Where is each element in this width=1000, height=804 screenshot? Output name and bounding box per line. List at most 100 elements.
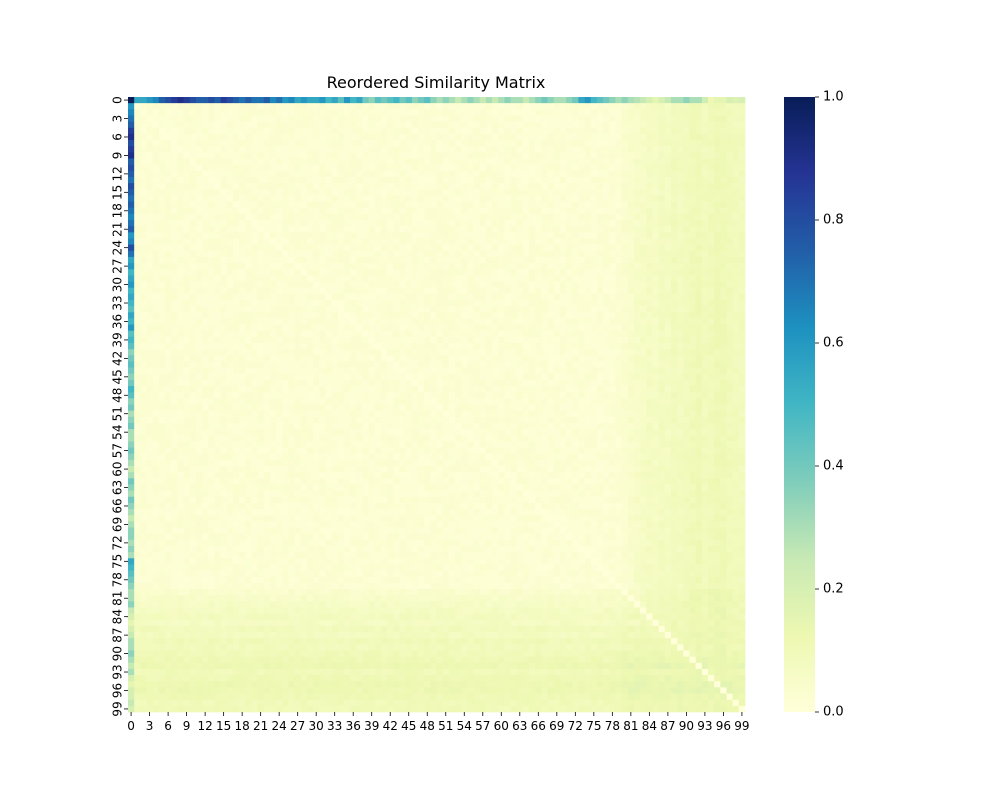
heatmap-cell — [202, 195, 209, 202]
heatmap-cell — [294, 140, 302, 147]
heatmap-cell — [282, 115, 289, 122]
heatmap-cell — [732, 152, 740, 159]
heatmap-cell — [257, 97, 265, 104]
heatmap-cell — [368, 263, 376, 270]
heatmap-cell — [263, 195, 271, 202]
heatmap-cell — [720, 312, 727, 319]
heatmap-cell — [559, 238, 567, 245]
heatmap-cell — [165, 109, 172, 116]
heatmap-cell — [627, 324, 635, 332]
heatmap-cell — [343, 127, 351, 135]
heatmap-cell — [380, 146, 388, 153]
heatmap-cell — [695, 361, 703, 368]
heatmap-cell — [306, 164, 314, 172]
heatmap-cell — [566, 324, 573, 332]
heatmap-cell — [313, 115, 320, 122]
heatmap-cell — [183, 127, 191, 135]
heatmap-cell — [621, 158, 629, 165]
heatmap-cell — [522, 256, 530, 264]
heatmap-cell — [232, 152, 240, 159]
heatmap-cell — [331, 121, 339, 129]
heatmap-cell — [603, 392, 610, 399]
heatmap-cell — [152, 361, 160, 368]
heatmap-cell — [269, 275, 277, 282]
heatmap-cell — [177, 207, 184, 215]
heatmap-cell — [226, 269, 234, 276]
heatmap-cell — [701, 281, 709, 288]
heatmap-cell — [251, 373, 258, 381]
heatmap-cell — [214, 386, 221, 393]
heatmap-cell — [189, 386, 197, 393]
heatmap-cell — [566, 152, 573, 159]
heatmap-cell — [522, 238, 530, 245]
heatmap-cell — [177, 97, 184, 104]
heatmap-cell — [214, 97, 221, 104]
heatmap-cell — [337, 398, 345, 405]
heatmap-cell — [319, 355, 326, 362]
heatmap-cell — [128, 336, 135, 344]
heatmap-cell — [158, 355, 166, 362]
heatmap-cell — [621, 226, 629, 233]
heatmap-cell — [714, 355, 721, 362]
heatmap-cell — [245, 238, 252, 245]
heatmap-cell — [350, 164, 357, 172]
heatmap-cell — [232, 97, 240, 104]
heatmap-cell — [664, 232, 672, 239]
heatmap-cell — [658, 324, 666, 332]
heatmap-cell — [134, 336, 141, 344]
heatmap-cell — [140, 176, 147, 184]
heatmap-cell — [627, 318, 635, 325]
heatmap-cell — [146, 183, 154, 190]
heatmap-cell — [313, 392, 320, 399]
heatmap-cell — [627, 158, 635, 165]
heatmap-cell — [498, 109, 505, 116]
heatmap-cell — [541, 195, 548, 202]
heatmap-cell — [658, 379, 666, 387]
heatmap-cell — [498, 392, 505, 399]
heatmap-cell — [356, 392, 363, 399]
heatmap-cell — [257, 201, 265, 209]
heatmap-cell — [559, 386, 567, 393]
heatmap-cell — [658, 140, 666, 147]
heatmap-cell — [128, 146, 135, 153]
heatmap-cell — [566, 183, 573, 190]
heatmap-cell — [411, 336, 419, 344]
heatmap-cell — [720, 256, 727, 264]
heatmap-cell — [245, 201, 252, 209]
heatmap-cell — [461, 324, 468, 332]
heatmap-cell — [461, 379, 468, 387]
heatmap-cell — [158, 97, 166, 104]
heatmap-cell — [664, 367, 672, 375]
heatmap-cell — [288, 140, 295, 147]
heatmap-cell — [226, 207, 234, 215]
heatmap-cell — [584, 152, 592, 159]
heatmap-cell — [448, 361, 456, 368]
heatmap-cell — [288, 343, 295, 350]
heatmap-cell — [455, 361, 462, 368]
heatmap-cell — [134, 312, 141, 319]
heatmap-cell — [343, 232, 351, 239]
heatmap-cell — [510, 207, 518, 215]
heatmap-cell — [356, 275, 363, 282]
heatmap-cell — [263, 183, 271, 190]
heatmap-cell — [547, 226, 555, 233]
heatmap-cell — [226, 220, 234, 227]
heatmap-cell — [165, 189, 172, 196]
heatmap-cell — [448, 97, 456, 104]
heatmap-cell — [677, 330, 684, 338]
heatmap-cell — [516, 103, 524, 110]
heatmap-cell — [473, 232, 481, 239]
heatmap-cell — [276, 207, 283, 215]
heatmap-cell — [720, 287, 727, 295]
heatmap-cell — [380, 287, 388, 295]
heatmap-cell — [707, 275, 715, 282]
heatmap-cell — [473, 355, 481, 362]
heatmap-cell — [683, 269, 690, 276]
heatmap-cell — [609, 263, 616, 270]
heatmap-cell — [128, 306, 135, 313]
heatmap-cell — [208, 109, 215, 116]
heatmap-cell — [158, 336, 166, 344]
heatmap-cell — [572, 133, 579, 141]
heatmap-cell — [559, 170, 567, 178]
heatmap-cell — [171, 373, 178, 381]
